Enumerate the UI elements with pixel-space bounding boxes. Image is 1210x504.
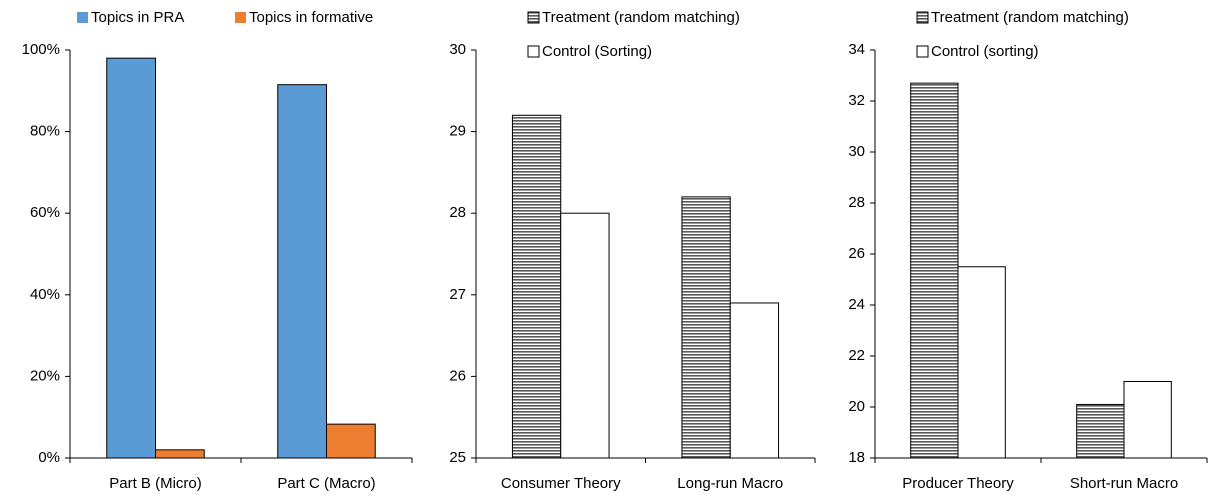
bar xyxy=(910,82,959,459)
bar xyxy=(106,57,156,459)
legend-label: Control (sorting) xyxy=(931,43,1039,60)
y-tick-label: 100% xyxy=(22,41,60,58)
bar xyxy=(511,114,562,459)
bar xyxy=(560,212,610,459)
bar xyxy=(729,302,780,459)
legend-swatch xyxy=(916,11,929,24)
legend-label: Topics in PRA xyxy=(91,9,184,26)
y-tick-label: 28 xyxy=(449,204,466,221)
y-tick-label: 26 xyxy=(848,245,865,262)
legend-swatch xyxy=(527,45,540,58)
legend-swatch xyxy=(527,11,540,24)
bar xyxy=(681,196,731,459)
legend-label: Treatment (random matching) xyxy=(931,9,1129,26)
bar xyxy=(1123,381,1172,459)
y-tick-label: 27 xyxy=(449,286,466,303)
legend-label: Topics in formative xyxy=(249,9,373,26)
legend-swatch xyxy=(916,45,929,58)
y-tick-label: 32 xyxy=(848,92,865,109)
y-tick-label: 30 xyxy=(449,41,466,58)
bar xyxy=(326,423,376,459)
x-tick-label: Consumer Theory xyxy=(501,475,621,492)
x-tick-label: Short-run Macro xyxy=(1070,475,1178,492)
y-tick-label: 25 xyxy=(449,449,466,466)
bar xyxy=(1076,403,1125,459)
y-tick-label: 20 xyxy=(848,398,865,415)
x-tick-label: Producer Theory xyxy=(902,475,1014,492)
y-tick-label: 29 xyxy=(449,123,466,140)
y-tick-label: 18 xyxy=(848,449,865,466)
x-tick-label: Part B (Micro) xyxy=(109,475,202,492)
y-tick-label: 0% xyxy=(38,449,60,466)
bar xyxy=(957,266,1006,459)
bar xyxy=(277,84,328,459)
x-tick-label: Part C (Macro) xyxy=(277,475,375,492)
y-tick-label: 34 xyxy=(848,41,865,58)
x-tick-label: Long-run Macro xyxy=(677,475,783,492)
y-tick-label: 22 xyxy=(848,347,865,364)
y-tick-label: 80% xyxy=(30,123,60,140)
y-tick-label: 24 xyxy=(848,296,865,313)
y-tick-label: 20% xyxy=(30,367,60,384)
legend-label: Treatment (random matching) xyxy=(542,9,740,26)
y-tick-label: 26 xyxy=(449,367,466,384)
y-tick-label: 28 xyxy=(848,194,865,211)
y-tick-label: 40% xyxy=(30,286,60,303)
legend-label: Control (Sorting) xyxy=(542,43,652,60)
y-tick-label: 60% xyxy=(30,204,60,221)
legend-swatch xyxy=(235,12,246,23)
y-tick-label: 30 xyxy=(848,143,865,160)
bar xyxy=(155,449,205,459)
legend-swatch xyxy=(77,12,88,23)
